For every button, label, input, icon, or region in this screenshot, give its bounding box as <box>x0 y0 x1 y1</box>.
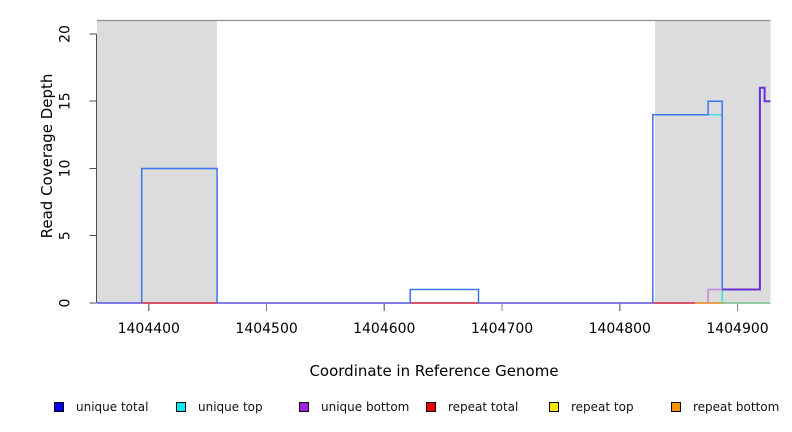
series-unique-total <box>409 288 480 303</box>
legend-label: repeat bottom <box>693 400 780 414</box>
y-tick-label: 10 <box>58 160 74 178</box>
x-tick-label: 1404700 <box>471 321 533 337</box>
y-tick-label: 0 <box>58 299 74 308</box>
y-axis-label: Read Coverage Depth <box>38 73 56 239</box>
legend-item-repeat-bottom: repeat bottom <box>671 400 779 414</box>
y-tick-label: 5 <box>58 231 74 240</box>
legend-label: unique total <box>76 400 149 414</box>
legend-label: repeat total <box>448 400 519 414</box>
x-tick-label: 1404900 <box>706 321 768 337</box>
x-tick-label: 1404500 <box>235 321 297 337</box>
series-unique-total <box>140 167 218 303</box>
legend-swatch-unique-total <box>54 402 64 412</box>
series-unique-bottom <box>722 86 771 291</box>
legend-label: unique bottom <box>321 400 410 414</box>
x-tick-label: 1404600 <box>353 321 415 337</box>
x-tick-label: 1404800 <box>589 321 651 337</box>
legend-item-repeat-total: repeat total <box>426 400 518 414</box>
y-tick-label: 20 <box>58 25 74 43</box>
legend-swatch-repeat-total <box>426 402 436 412</box>
series-unique-bottom-alone-at-depth-1 <box>707 288 723 303</box>
x-tick-label: 1404400 <box>118 321 180 337</box>
shaded-region <box>97 20 218 303</box>
legend-item-unique-total: unique total <box>54 400 148 414</box>
shaded-region <box>655 20 771 303</box>
legend-item-unique-top: unique top <box>176 400 263 414</box>
legend: unique total unique top unique bottom repea… <box>0 400 792 420</box>
legend-item-unique-bottom: unique bottom <box>299 400 409 414</box>
legend-label: unique top <box>198 400 263 414</box>
x-axis-label: Coordinate in Reference Genome <box>309 362 559 380</box>
legend-label: repeat top <box>571 400 634 414</box>
legend-swatch-repeat-bottom <box>671 402 681 412</box>
legend-swatch-unique-bottom <box>299 402 309 412</box>
y-tick-label: 15 <box>58 92 74 110</box>
legend-item-repeat-top: repeat top <box>549 400 634 414</box>
legend-swatch-unique-top <box>176 402 186 412</box>
legend-swatch-repeat-top <box>549 402 559 412</box>
